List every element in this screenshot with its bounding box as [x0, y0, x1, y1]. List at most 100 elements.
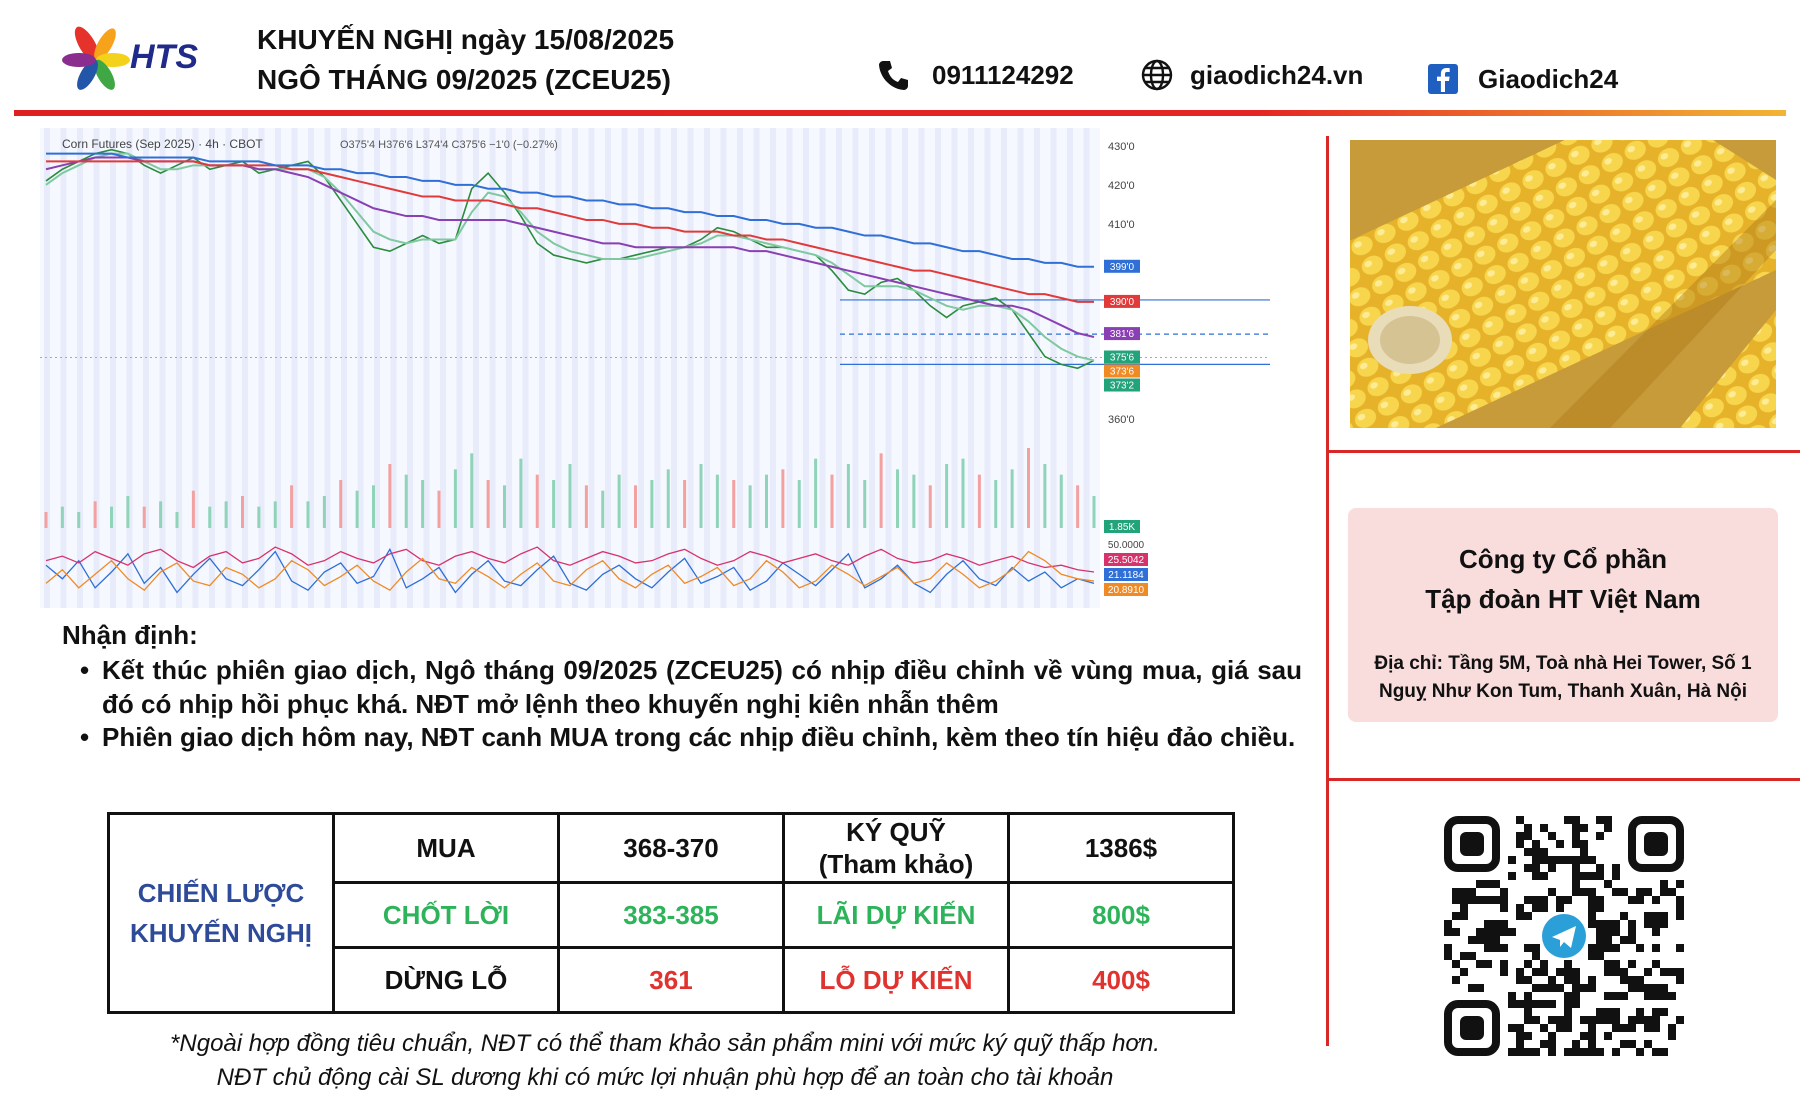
qr-module — [1492, 936, 1500, 944]
qr-module — [1572, 984, 1580, 992]
volume-bar — [748, 485, 752, 528]
volume-bar — [339, 480, 343, 528]
price-tag-label: 399'0 — [1110, 262, 1135, 273]
qr-module — [1636, 976, 1644, 984]
volume-bar — [699, 464, 703, 528]
qr-module — [1572, 824, 1580, 832]
qr-module — [1532, 968, 1540, 976]
qr-module — [1612, 960, 1620, 968]
expected-profit-amount: 800$ — [1007, 881, 1235, 949]
qr-module — [1636, 944, 1644, 952]
chart-title: Corn Futures (Sep 2025) · 4h · CBOT — [62, 137, 263, 151]
y-axis-tick-label: 430'0 — [1108, 141, 1135, 153]
qr-module — [1452, 928, 1460, 936]
qr-module — [1476, 896, 1484, 904]
website-link[interactable]: giaodich24.vn — [1190, 60, 1364, 90]
chart-gridline — [77, 128, 83, 608]
qr-module — [1628, 1016, 1636, 1024]
qr-finder-center — [1644, 832, 1668, 856]
chart-gridline — [770, 128, 776, 608]
qr-module — [1572, 856, 1580, 864]
chart-gridline — [176, 128, 182, 608]
qr-module — [1620, 968, 1628, 976]
qr-module — [1564, 1000, 1572, 1008]
price-tag — [1104, 259, 1140, 273]
expected-profit-label: LÃI DỰ KIẾN — [782, 881, 1010, 949]
chart-gridline — [489, 128, 496, 608]
qr-module — [1628, 960, 1636, 968]
qr-module — [1548, 888, 1556, 896]
qr-module — [1564, 1048, 1572, 1056]
qr-module — [1508, 856, 1516, 864]
qr-module — [1580, 848, 1588, 856]
facebook-icon — [1428, 64, 1458, 94]
qr-module — [1476, 880, 1484, 888]
section-divider — [1326, 450, 1800, 453]
qr-module — [1508, 928, 1516, 936]
facebook-link[interactable]: Giaodich24 — [1478, 64, 1619, 94]
chart-gridline — [951, 128, 958, 608]
qr-module — [1540, 1000, 1548, 1008]
analysis-bullet: • Kết thúc phiên giao dịch, Ngô tháng 09… — [80, 653, 1302, 721]
brand-name: HTS — [130, 38, 198, 76]
qr-module — [1452, 912, 1460, 920]
qr-finder-center — [1460, 1016, 1484, 1040]
y-axis-tick-label: 360'0 — [1108, 414, 1135, 426]
qr-module — [1460, 888, 1468, 896]
qr-module — [1636, 888, 1644, 896]
phone-number[interactable]: 0911124292 — [932, 60, 1074, 90]
company-name-line1: Công ty Cổ phần — [1459, 544, 1667, 574]
column-divider — [1326, 136, 1329, 1046]
volume-bar — [879, 453, 883, 528]
qr-module — [1620, 992, 1628, 1000]
qr-module — [1540, 1040, 1548, 1048]
analysis-heading: Nhận định: — [62, 620, 198, 650]
qr-module — [1660, 1048, 1668, 1056]
strategy-label-line1: CHIẾN LƯỢC — [137, 878, 305, 908]
qr-module — [1612, 888, 1620, 896]
qr-module — [1620, 1040, 1628, 1048]
qr-module — [1596, 952, 1604, 960]
indicator-tag-label: 50.0000 — [1108, 540, 1145, 551]
indicator-tag-label: 21.1184 — [1108, 570, 1144, 581]
qr-module — [1628, 984, 1636, 992]
qr-module — [1604, 816, 1612, 824]
qr-module — [1524, 976, 1532, 984]
qr-module — [1500, 928, 1508, 936]
qr-module — [1588, 856, 1596, 864]
qr-module — [1476, 928, 1484, 936]
footnote-line1: *Ngoài hợp đồng tiêu chuẩn, NĐT có thể t… — [170, 1030, 1160, 1057]
qr-module — [1476, 960, 1484, 968]
qr-module — [1660, 984, 1668, 992]
report-title: KHUYẾN NGHỊ ngày 15/08/2025 — [257, 24, 675, 55]
qr-module — [1508, 1000, 1516, 1008]
hts-logo — [60, 22, 220, 94]
telegram-qr-code[interactable] — [1444, 816, 1684, 1056]
qr-module — [1516, 968, 1524, 976]
qr-module — [1532, 856, 1540, 864]
chart-gridline — [819, 128, 826, 608]
qr-module — [1524, 912, 1532, 920]
qr-module — [1532, 944, 1540, 952]
volume-bar — [994, 480, 998, 528]
qr-module — [1596, 864, 1604, 872]
qr-module — [1500, 960, 1508, 968]
volume-bar — [846, 464, 850, 528]
qr-module — [1460, 968, 1468, 976]
volume-bar — [322, 496, 326, 528]
company-address-line1: Địa chỉ: Tầng 5M, Toà nhà Hei Tower, Số … — [1374, 653, 1752, 674]
volume-bar — [650, 480, 654, 528]
company-address-line2: Nguỵ Như Kon Tum, Thanh Xuân, Hà Nội — [1378, 681, 1748, 702]
volume-bar — [732, 480, 736, 528]
qr-module — [1484, 896, 1492, 904]
qr-module — [1660, 992, 1668, 1000]
qr-module — [1516, 976, 1524, 984]
volume-bar — [44, 512, 48, 528]
qr-module — [1524, 1032, 1532, 1040]
analysis-bullet-text: Phiên giao dịch hôm nay, NĐT canh MUA tr… — [102, 722, 1296, 752]
qr-module — [1604, 968, 1612, 976]
qr-module — [1524, 864, 1532, 872]
qr-module — [1492, 896, 1500, 904]
qr-module — [1484, 920, 1492, 928]
chart-gridline — [654, 128, 661, 608]
